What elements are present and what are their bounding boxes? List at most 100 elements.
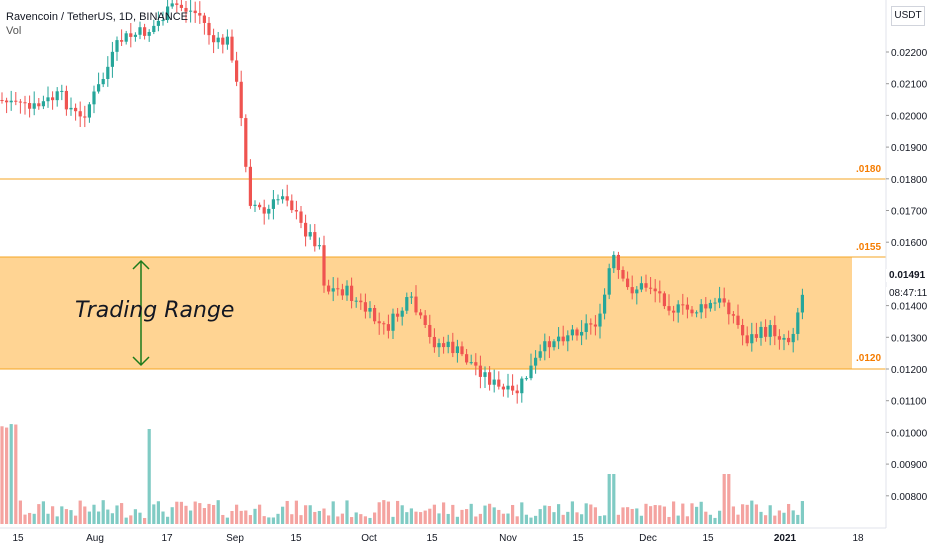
candle-body <box>207 22 211 36</box>
candle-body <box>547 341 551 348</box>
candle-body <box>580 331 584 336</box>
candle-body <box>235 60 239 82</box>
candle-body <box>382 323 386 325</box>
volume-label: Vol <box>6 25 22 37</box>
volume-bars <box>0 424 804 524</box>
candle-body <box>60 90 64 92</box>
candle-body <box>787 337 791 343</box>
candle-body <box>115 40 119 52</box>
volume-bar <box>800 501 804 524</box>
candle-body <box>630 287 634 294</box>
candle-body <box>28 103 32 109</box>
volume-bar <box>497 509 501 524</box>
volume-bar <box>506 513 510 524</box>
candle-body <box>681 304 685 306</box>
volume-bar <box>313 511 317 524</box>
volume-bar <box>699 501 703 524</box>
candle-body <box>552 341 556 348</box>
volume-bar <box>221 514 225 524</box>
countdown-tag: 08:47:11 <box>886 287 931 300</box>
candle-body <box>731 314 735 316</box>
candle-body <box>492 379 496 385</box>
volume-bar <box>704 511 708 524</box>
candle-body <box>396 313 400 317</box>
volume-bar <box>598 515 602 524</box>
volume-bar <box>405 512 409 524</box>
candle-body <box>120 40 124 42</box>
candle-body <box>336 288 340 290</box>
volume-bar <box>202 508 206 524</box>
volume-bar <box>727 474 731 524</box>
candle-body <box>198 13 202 16</box>
candle-body <box>299 211 303 223</box>
volume-bar <box>225 517 229 524</box>
y-tick-label: 0.01700 <box>891 207 928 218</box>
candle-body <box>432 336 436 348</box>
volume-bar <box>791 510 795 524</box>
volume-bar <box>460 509 464 524</box>
volume-bar <box>368 517 372 524</box>
trading-range-label: Trading Range <box>75 298 235 323</box>
candle-body <box>0 100 4 101</box>
volume-bar <box>51 506 55 524</box>
level-label-0120: .0120 <box>856 353 882 364</box>
candle-body <box>5 100 9 103</box>
volume-bar <box>432 504 436 524</box>
volume-bar <box>626 507 630 524</box>
volume-bar <box>170 507 174 524</box>
volume-bar <box>382 500 386 524</box>
x-tick-label: 18 <box>852 533 864 544</box>
candle-body <box>69 107 73 110</box>
candle-body <box>520 378 524 394</box>
volume-bar <box>547 506 551 524</box>
volume-bar <box>488 503 492 524</box>
volume-bar <box>662 506 666 524</box>
candle-body <box>575 329 579 336</box>
candle-body <box>515 390 519 394</box>
volume-bar <box>676 515 680 524</box>
candle-body <box>377 321 381 324</box>
candle-body <box>101 79 105 85</box>
candle-body <box>419 312 423 316</box>
candle-body <box>18 101 22 103</box>
volume-bar <box>14 424 18 524</box>
candle-body <box>446 341 450 348</box>
candle-body <box>612 254 616 269</box>
currency-button[interactable]: USDT <box>891 6 925 26</box>
volume-bar <box>428 508 432 524</box>
candle-body <box>704 304 708 309</box>
volume-bar <box>340 513 344 524</box>
candle-body <box>437 343 441 348</box>
candle-body <box>800 294 804 313</box>
x-tick-label: 15 <box>426 533 438 544</box>
x-tick-label: Sep <box>226 533 244 544</box>
chart-header: Ravencoin / TetherUS, 1D, BINANCE Vol <box>6 10 188 38</box>
volume-bar <box>0 426 4 524</box>
candle-body <box>124 33 128 42</box>
candle-body <box>566 335 570 342</box>
x-tick-label: Nov <box>499 533 517 544</box>
candle-body <box>161 20 165 22</box>
candle-body <box>304 222 308 237</box>
volume-bar <box>212 505 216 524</box>
candle-body <box>593 324 597 327</box>
volume-bar <box>377 502 381 524</box>
y-tick-label: 0.01100 <box>891 397 927 408</box>
candle-body <box>221 37 225 45</box>
volume-bar <box>396 500 400 524</box>
volume-bar <box>363 516 367 524</box>
volume-bar <box>409 508 413 524</box>
candle-body <box>106 66 110 80</box>
range-arrow <box>132 259 150 367</box>
volume-bar <box>37 504 41 524</box>
volume-bar <box>455 516 459 524</box>
volume-bar <box>538 509 542 524</box>
symbol-title: Ravencoin / TetherUS, 1D, BINANCE <box>6 11 188 23</box>
candle-body <box>368 308 372 312</box>
candle-body <box>589 323 593 325</box>
time-axis: 15 Aug 17 Sep 15 Oct 15 Nov 15 Dec 15 2021 18 <box>12 533 864 544</box>
last-price-tag: 0.01491 <box>886 269 929 282</box>
candle-body <box>9 100 13 103</box>
candle-body <box>262 207 266 214</box>
candle-body <box>722 298 726 303</box>
